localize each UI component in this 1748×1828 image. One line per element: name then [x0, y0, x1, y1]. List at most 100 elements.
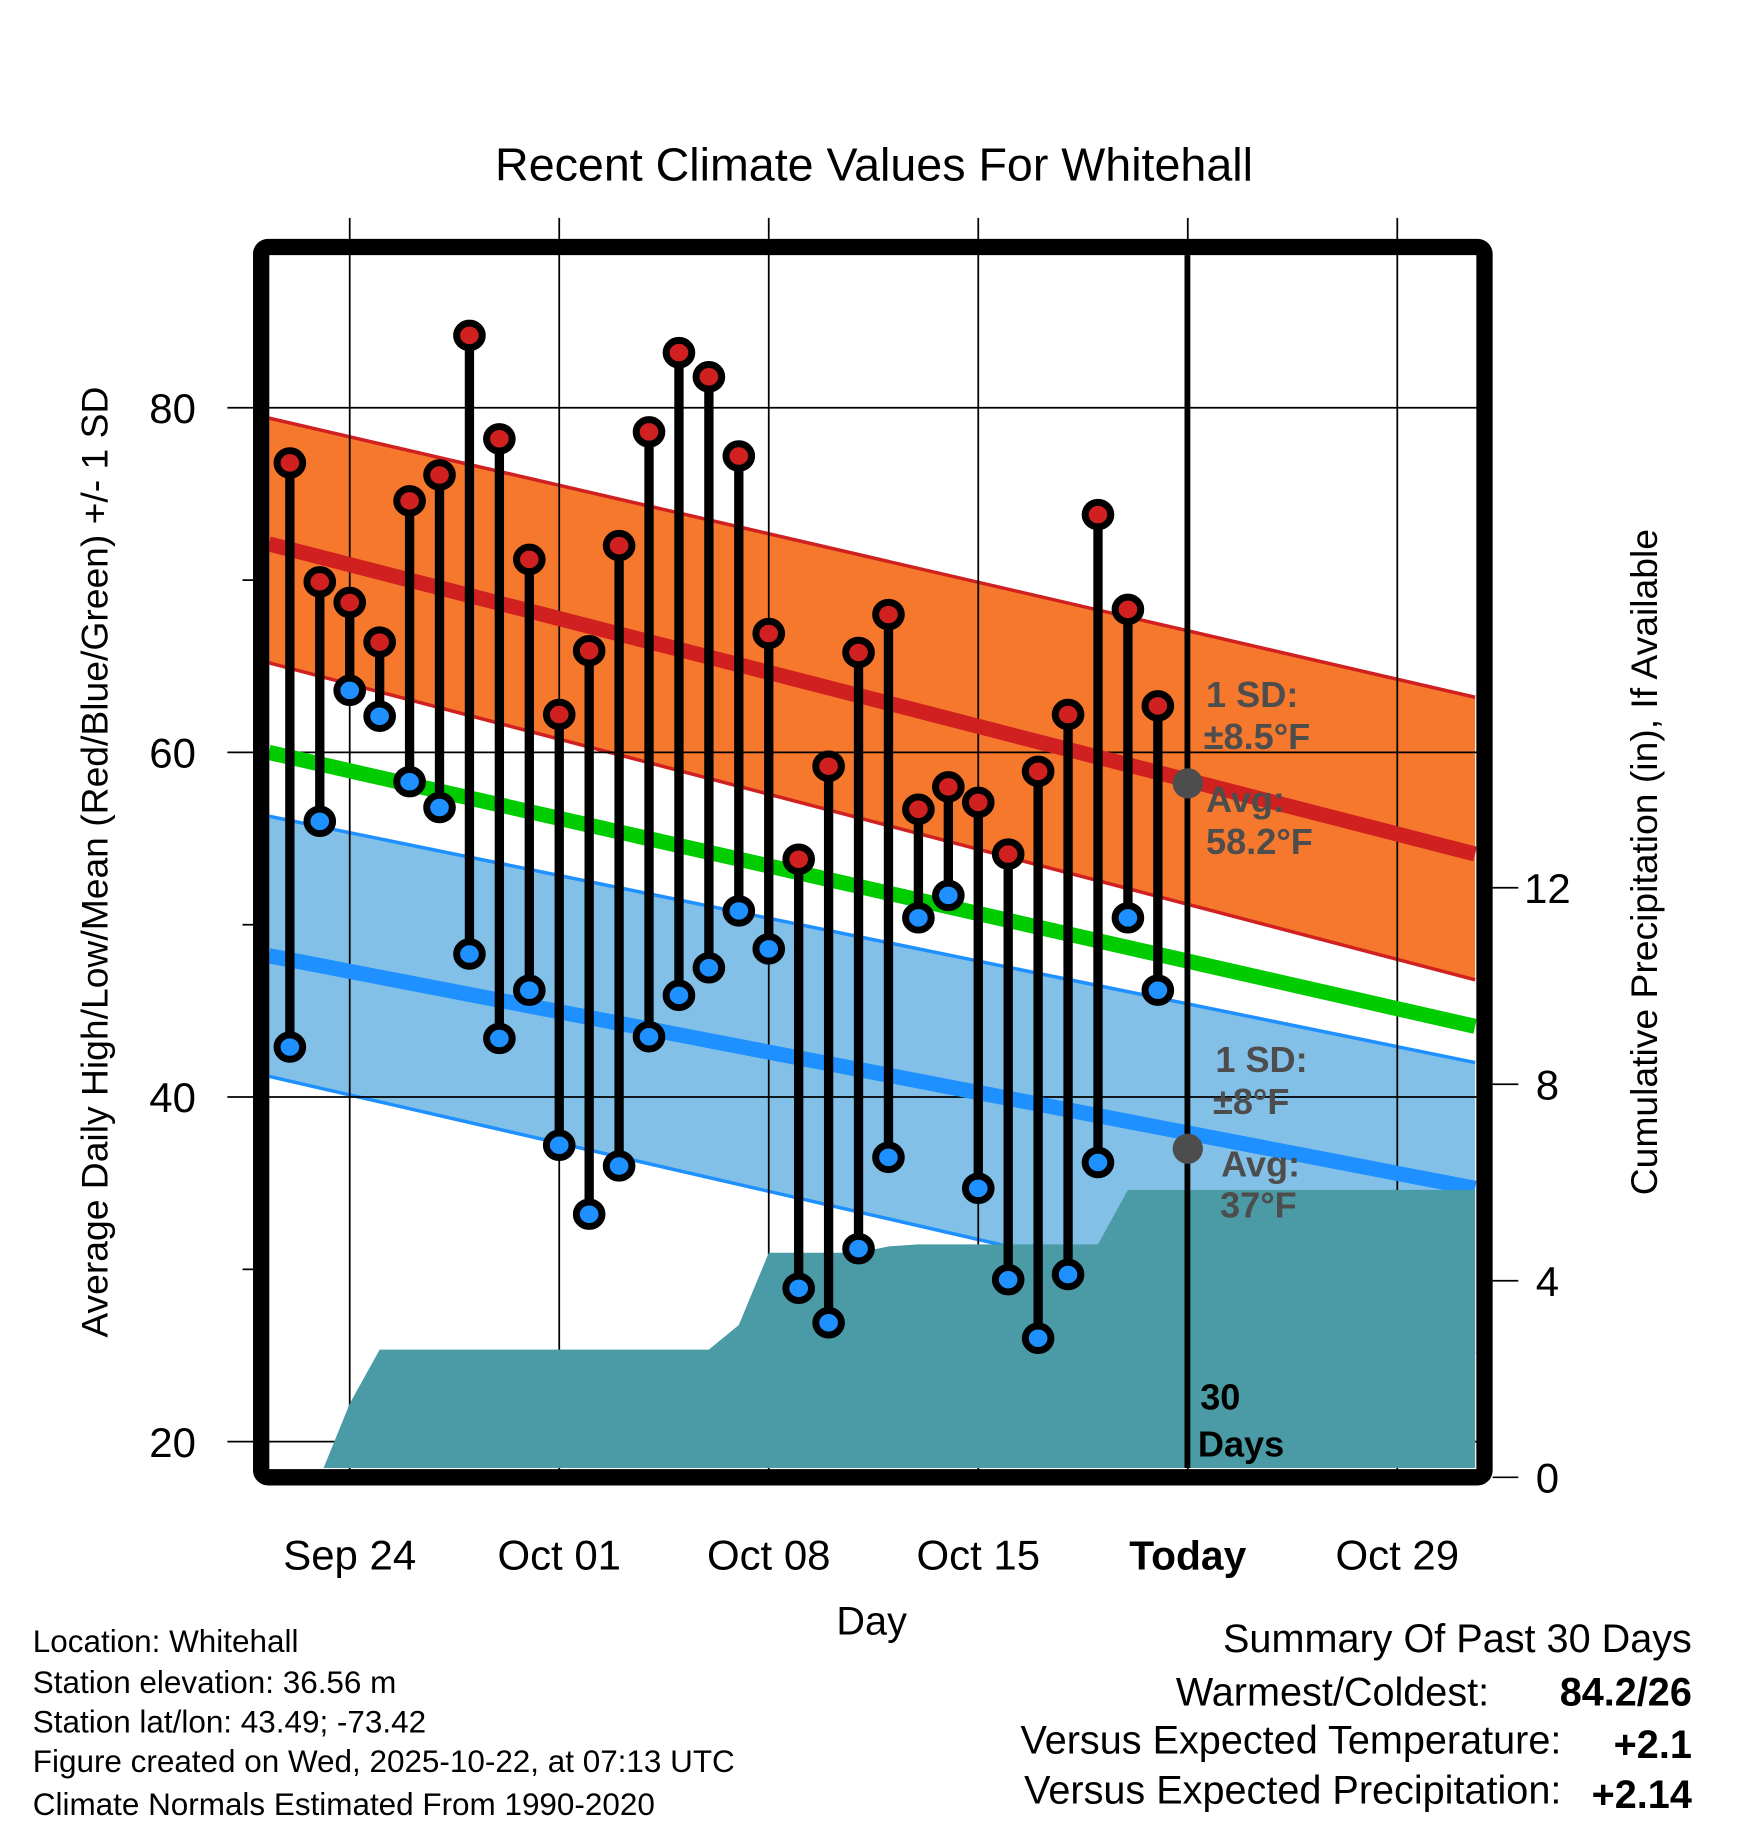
days-count-label: 30: [1200, 1377, 1240, 1418]
summary-box: Summary Of Past 30 Days Warmest/Coldest:…: [1020, 1617, 1691, 1817]
daily-high-point: [423, 459, 456, 491]
low-sd-value: ±8°F: [1213, 1081, 1289, 1122]
daily-high-point: [902, 793, 935, 825]
x-tick-label: Oct 15: [916, 1531, 1040, 1578]
precip-area: [323, 1189, 1476, 1468]
y-right-tick-label: 8: [1536, 1061, 1559, 1108]
daily-low-point: [1111, 902, 1145, 934]
daily-high-point: [453, 319, 486, 352]
daily-high-point: [662, 336, 696, 369]
y-right-tick-label: 12: [1524, 865, 1571, 912]
daily-low-point: [842, 1232, 875, 1265]
precip-versus-label: Versus Expected Precipitation:: [1024, 1769, 1561, 1813]
y-tick-label: 80: [149, 385, 196, 432]
x-tick-label: Oct 29: [1336, 1531, 1460, 1578]
warmest-coldest-label: Warmest/Coldest:: [1176, 1671, 1489, 1715]
x-tick-label: Oct 08: [707, 1531, 831, 1578]
daily-high-point: [483, 423, 516, 455]
daily-low-point: [512, 974, 546, 1006]
low-avg-value: 37°F: [1220, 1185, 1297, 1226]
daily-high-point: [512, 543, 546, 576]
daily-low-point: [542, 1129, 576, 1162]
daily-high-point: [812, 750, 845, 782]
daily-low-point: [991, 1263, 1025, 1296]
temp-versus-value: +2.1: [1614, 1723, 1692, 1767]
daily-high-point: [273, 447, 307, 479]
days-word-label: Days: [1198, 1423, 1284, 1464]
daily-high-point: [602, 529, 636, 562]
normals-text: Climate Normals Estimated From 1990-2020: [33, 1787, 655, 1822]
daily-high-point: [782, 843, 815, 875]
daily-high-point: [542, 698, 576, 731]
daily-high-point: [961, 786, 995, 819]
daily-low-point: [393, 765, 426, 798]
latlon-text: Station lat/lon: 43.49; -73.42: [33, 1704, 426, 1739]
daily-high-point: [363, 626, 396, 658]
daily-low-point: [902, 902, 935, 934]
daily-high-point: [872, 598, 905, 631]
y-axis-right-label: Cumulative Precipitation (in), If Availa…: [1623, 529, 1665, 1195]
daily-high-point: [1021, 755, 1055, 788]
daily-high-point: [752, 617, 786, 650]
daily-high-point: [692, 361, 726, 393]
daily-low-point: [632, 1020, 666, 1053]
precip-area-group: [323, 1189, 1476, 1468]
high-avg-label: Avg:: [1206, 779, 1285, 820]
y-axis-label: Average Daily High/Low/Mean (Red/Blue/Gr…: [73, 387, 115, 1338]
precip-versus-value: +2.14: [1592, 1773, 1692, 1817]
daily-high-point: [333, 586, 367, 619]
low-sd-label: 1 SD:: [1215, 1039, 1307, 1080]
daily-low-point: [363, 700, 396, 732]
daily-low-point: [303, 805, 337, 838]
daily-high-point: [842, 636, 875, 669]
chart-title: Recent Climate Values For Whitehall: [495, 139, 1253, 191]
daily-low-point: [812, 1307, 845, 1339]
daily-high-point: [1081, 498, 1115, 531]
annotations: 1 SD: ±8.5°F Avg: 58.2°F 1 SD: ±8°F Avg:…: [1198, 674, 1313, 1464]
daily-low-point: [602, 1150, 636, 1182]
y-tick-label: 60: [149, 730, 196, 777]
daily-low-point: [961, 1172, 995, 1205]
daily-low-point: [1081, 1146, 1115, 1179]
daily-low-point: [1141, 974, 1175, 1006]
x-axis-label: Day: [836, 1600, 907, 1644]
y-tick-label: 20: [149, 1419, 196, 1466]
y-tick-label: 40: [149, 1074, 196, 1121]
daily-high-point: [572, 635, 606, 667]
today-avg-high-marker: [1172, 768, 1203, 799]
warmest-coldest-value: 84.2/26: [1560, 1671, 1692, 1715]
daily-low-point: [782, 1272, 815, 1305]
created-text: Figure created on Wed, 2025-10-22, at 07…: [33, 1744, 735, 1779]
plot-frame: [253, 238, 1493, 1486]
daily-high-point: [1051, 698, 1085, 731]
daily-low-point: [1021, 1322, 1055, 1355]
daily-low-point: [572, 1198, 606, 1230]
low-avg-label: Avg:: [1221, 1144, 1300, 1185]
daily-high-point: [722, 440, 756, 472]
location-text: Location: Whitehall: [33, 1624, 299, 1659]
x-tick-label: Sep 24: [283, 1531, 416, 1578]
x-tick-label: Oct 01: [497, 1531, 621, 1578]
daily-low-point: [1051, 1258, 1085, 1291]
daily-low-point: [453, 938, 486, 970]
station-info: Location: Whitehall Station elevation: 3…: [33, 1624, 735, 1822]
daily-low-point: [483, 1022, 516, 1055]
daily-low-point: [872, 1141, 905, 1174]
daily-stems: [273, 319, 1203, 1355]
daily-high-point: [303, 566, 337, 598]
today-avg-low-marker: [1172, 1133, 1203, 1164]
normal-low-line: [269, 948, 1477, 1196]
daily-low-point: [273, 1031, 307, 1063]
high-sd-value: ±8.5°F: [1204, 716, 1311, 757]
daily-low-point: [932, 879, 965, 912]
y-right-tick-label: 4: [1536, 1258, 1559, 1305]
daily-low-point: [423, 791, 456, 824]
high-avg-value: 58.2°F: [1206, 821, 1313, 862]
daily-low-point: [752, 933, 786, 965]
summary-title: Summary Of Past 30 Days: [1223, 1617, 1692, 1661]
daily-low-point: [333, 674, 367, 707]
daily-high-point: [1111, 593, 1145, 626]
daily-high-point: [932, 771, 965, 803]
axes: 80 60 40 20 0 4 8 12 Sep 24 Oct 01 Oct 08 Oct 15 Tod…: [149, 385, 1570, 1578]
